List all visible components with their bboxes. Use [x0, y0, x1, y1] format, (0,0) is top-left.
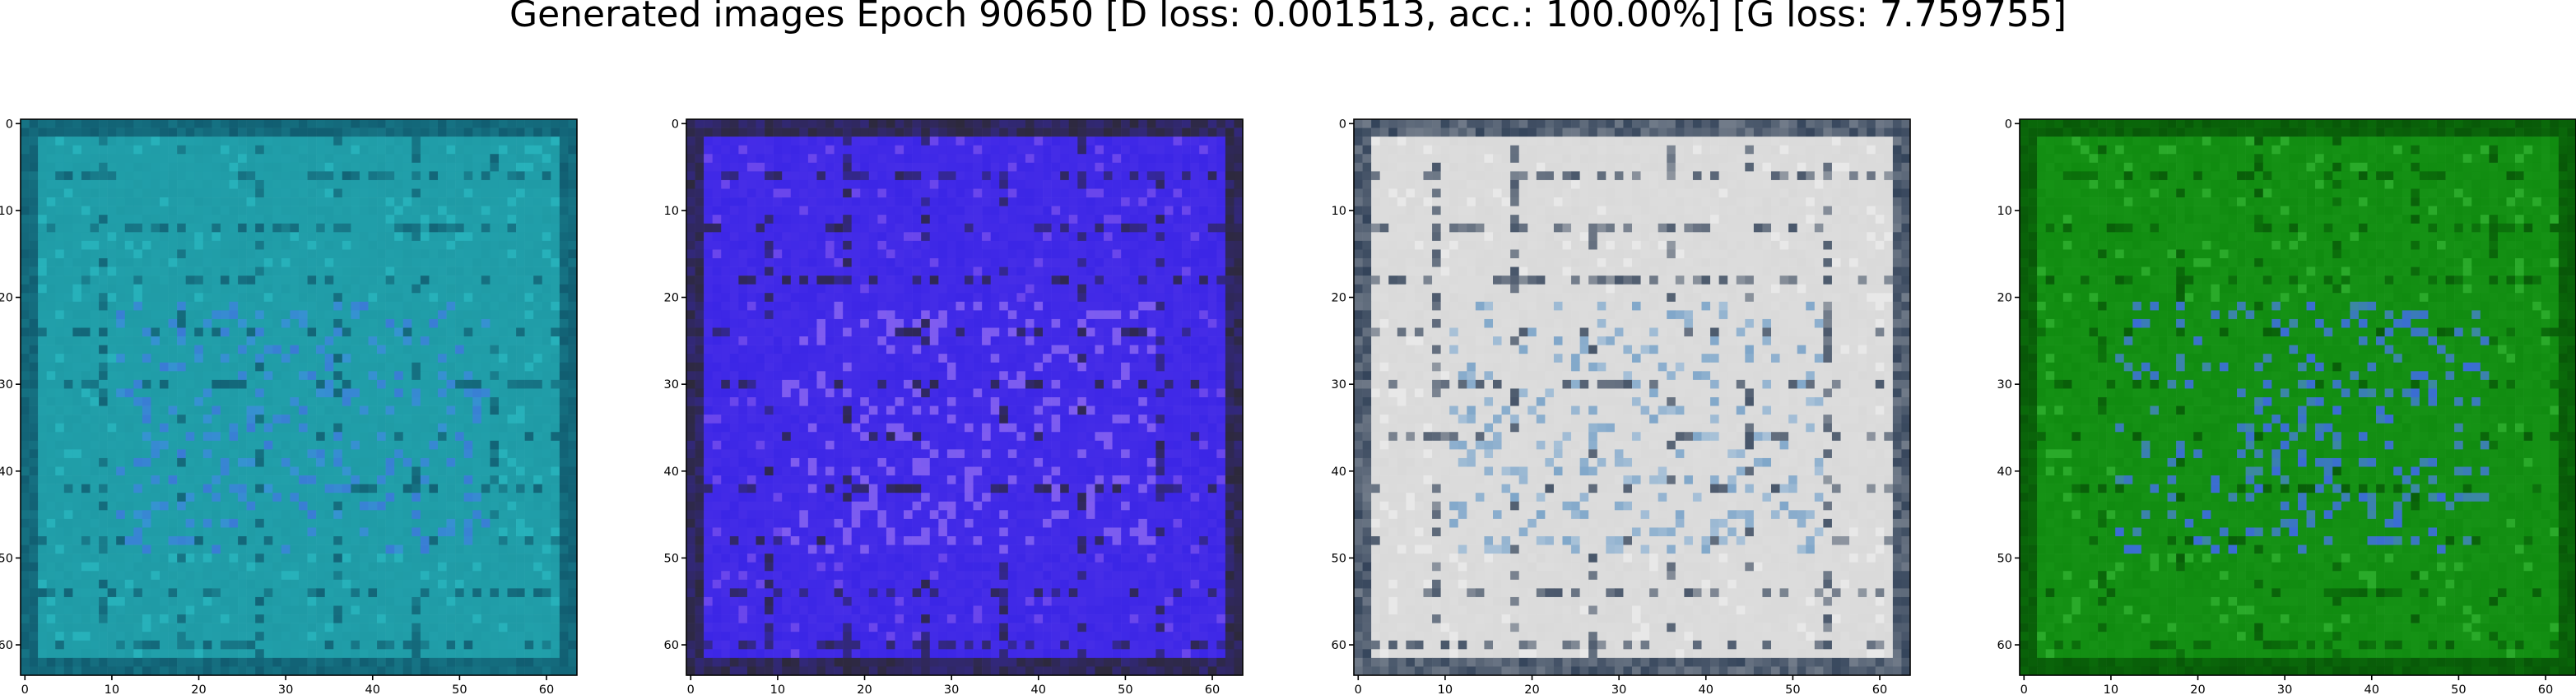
x-tick-label: 0: [1355, 683, 1362, 695]
x-tick-label: 10: [105, 683, 119, 695]
x-tick-label: 0: [2020, 683, 2028, 695]
axes-frame: [1353, 118, 1911, 676]
y-tick-label: 50: [0, 552, 13, 565]
x-tick-label: 50: [2451, 683, 2466, 695]
panel-svg-2: 0 0 10 10 20 20 30 30 40 40 50 50 60 60: [664, 118, 1244, 695]
axes-frame: [686, 118, 1244, 676]
y-tick-label: 0: [1339, 118, 1346, 131]
y-tick-label: 0: [672, 118, 679, 131]
x-tick-label: 10: [2104, 683, 2118, 695]
x-tick-label: 40: [1699, 683, 1713, 695]
x-tick-label: 60: [2538, 683, 2553, 695]
y-tick-label: 20: [1997, 292, 2012, 305]
y-tick-label: 60: [1332, 639, 1346, 652]
pixel-grid: [686, 119, 1244, 676]
x-tick-label: 10: [770, 683, 785, 695]
x-tick-label: 50: [1118, 683, 1132, 695]
panel-svg-3: 0 0 10 10 20 20 30 30 40 40 50 50 60 60: [1332, 118, 1911, 695]
y-tick-label: 40: [1332, 466, 1346, 479]
y-tick-label: 50: [1997, 552, 2012, 565]
panel-svg-1: 0 0 10 10 20 20 30 30 40 40 50 50 60 60: [0, 118, 578, 695]
y-tick-label: 0: [6, 118, 13, 131]
y-tick-label: 0: [2005, 118, 2012, 131]
image-panel-3: 0 0 10 10 20 20 30 30 40 40 50 50 60 60: [1332, 118, 1911, 695]
x-tick-label: 0: [21, 683, 29, 695]
x-tick-label: 10: [1438, 683, 1453, 695]
y-tick-label: 20: [664, 292, 679, 305]
axes-frame: [2019, 118, 2576, 676]
pixel-grid: [1354, 119, 1911, 676]
y-tick-label: 40: [664, 466, 679, 479]
y-tick-label: 10: [1997, 205, 2012, 218]
x-tick-label: 20: [191, 683, 206, 695]
y-tick-label: 10: [0, 205, 13, 218]
y-tick-label: 60: [1997, 639, 2012, 652]
x-tick-label: 30: [1611, 683, 1626, 695]
y-tick-label: 30: [0, 378, 13, 392]
y-tick-label: 10: [664, 205, 679, 218]
x-tick-label: 40: [365, 683, 380, 695]
y-tick-label: 50: [664, 552, 679, 565]
y-tick-label: 30: [664, 378, 679, 392]
y-tick-label: 50: [1332, 552, 1346, 565]
x-tick-label: 0: [687, 683, 695, 695]
y-tick-label: 30: [1997, 378, 2012, 392]
x-tick-label: 50: [1785, 683, 1800, 695]
image-panel-4: 0 0 10 10 20 20 30 30 40 40 50 50 60 60: [1997, 118, 2576, 695]
x-tick-label: 30: [944, 683, 959, 695]
x-tick-label: 20: [857, 683, 872, 695]
y-tick-label: 20: [0, 292, 13, 305]
x-tick-label: 20: [1524, 683, 1539, 695]
x-tick-label: 40: [1031, 683, 1046, 695]
x-tick-label: 60: [1205, 683, 1220, 695]
x-tick-label: 30: [278, 683, 293, 695]
panel-svg-4: 0 0 10 10 20 20 30 30 40 40 50 50 60 60: [1997, 118, 2576, 695]
pixel-grid: [21, 119, 578, 676]
y-tick-label: 10: [1332, 205, 1346, 218]
y-tick-label: 30: [1332, 378, 1346, 392]
x-tick-label: 60: [1872, 683, 1887, 695]
y-tick-label: 40: [0, 466, 13, 479]
y-tick-label: 60: [664, 639, 679, 652]
pixel-grid: [2020, 119, 2576, 676]
image-panel-1: 0 0 10 10 20 20 30 30 40 40 50 50 60 60: [0, 118, 578, 695]
x-tick-label: 50: [452, 683, 467, 695]
y-tick-label: 40: [1997, 466, 2012, 479]
x-tick-label: 60: [539, 683, 554, 695]
y-tick-label: 20: [1332, 292, 1346, 305]
x-tick-label: 20: [2190, 683, 2205, 695]
figure-title: Generated images Epoch 90650 [D loss: 0.…: [509, 0, 2067, 35]
axes-frame: [20, 118, 578, 676]
x-tick-label: 30: [2277, 683, 2292, 695]
image-panel-2: 0 0 10 10 20 20 30 30 40 40 50 50 60 60: [664, 118, 1244, 695]
x-tick-label: 40: [2364, 683, 2379, 695]
y-tick-label: 60: [0, 639, 13, 652]
